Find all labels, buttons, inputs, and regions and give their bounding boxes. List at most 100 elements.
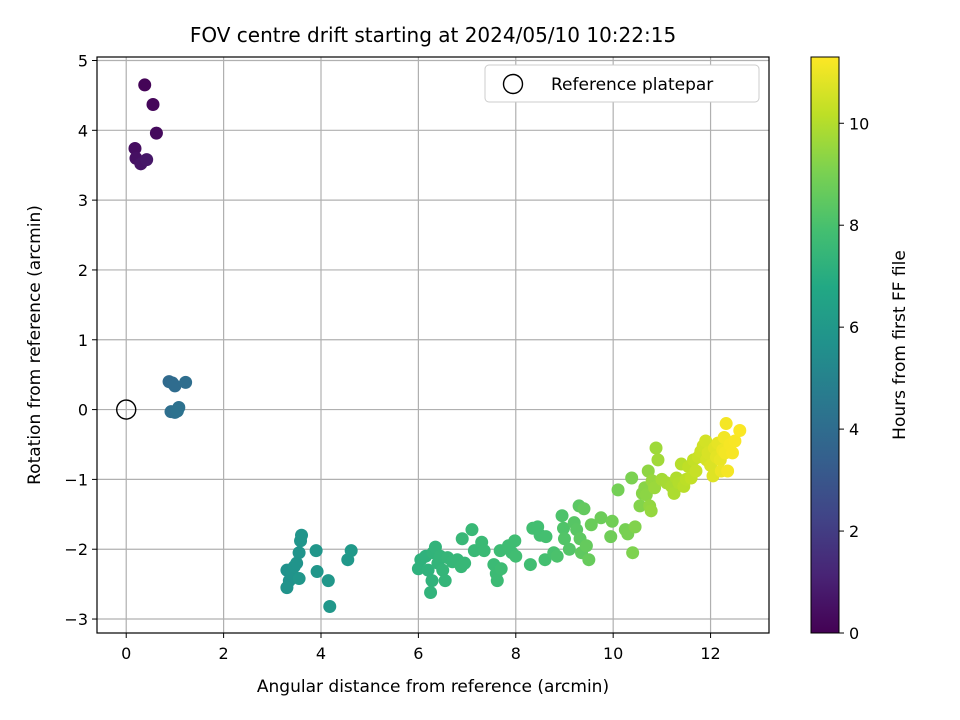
data-point <box>594 511 608 525</box>
data-point <box>140 153 154 167</box>
data-point <box>490 574 504 588</box>
data-point <box>309 544 323 558</box>
data-point <box>633 499 647 513</box>
y-tick-label: 4 <box>78 121 88 140</box>
data-point <box>465 523 479 537</box>
colorbar-tick-label: 6 <box>849 318 859 337</box>
grid-lines <box>97 57 769 633</box>
data-points <box>128 78 747 613</box>
x-tick-label: 4 <box>316 644 326 663</box>
data-point <box>509 549 523 563</box>
y-tick-label: 0 <box>78 401 88 420</box>
y-tick-label: −3 <box>64 610 88 629</box>
y-tick-label: −1 <box>64 470 88 489</box>
y-axis-label: Rotation from reference (arcmin) <box>25 205 45 485</box>
data-point <box>290 556 304 570</box>
data-point <box>179 375 193 389</box>
data-point <box>321 574 335 588</box>
data-point <box>625 471 639 485</box>
x-tick-label: 12 <box>700 644 720 663</box>
data-point <box>538 553 552 567</box>
plot-frame <box>96 56 770 634</box>
y-tick-label: −2 <box>64 540 88 559</box>
x-tick-label: 8 <box>511 644 521 663</box>
y-tick-label: 3 <box>78 191 88 210</box>
data-point <box>494 562 508 576</box>
data-point <box>605 514 619 528</box>
colorbar-tick-label: 0 <box>849 624 859 643</box>
x-tick-label: 0 <box>121 644 131 663</box>
data-point <box>344 544 358 558</box>
data-point <box>579 539 593 553</box>
y-tick-label: 1 <box>78 331 88 350</box>
data-point <box>467 544 481 558</box>
data-point <box>436 563 450 577</box>
data-point <box>539 530 553 544</box>
data-point <box>146 97 160 111</box>
data-point <box>667 486 681 500</box>
data-point <box>508 534 522 548</box>
data-point <box>721 464 735 478</box>
data-point <box>292 572 306 586</box>
data-point <box>292 546 306 560</box>
data-point <box>557 521 571 535</box>
data-point <box>550 549 564 563</box>
data-point <box>626 546 640 560</box>
colorbar <box>810 56 840 634</box>
data-point <box>421 563 435 577</box>
data-point <box>323 599 337 613</box>
data-point <box>733 424 747 438</box>
colorbar-tick-label: 10 <box>849 114 869 133</box>
data-point <box>562 542 576 556</box>
data-point <box>582 553 596 567</box>
data-point <box>649 441 663 455</box>
data-point <box>577 502 591 516</box>
legend-box <box>484 64 760 103</box>
data-point <box>128 141 142 155</box>
data-point <box>425 574 439 588</box>
data-point <box>557 532 571 546</box>
chart-title: FOV centre drift starting at 2024/05/10 … <box>190 23 676 47</box>
data-point <box>719 417 733 431</box>
data-point <box>728 434 742 448</box>
colorbar-tick-label: 2 <box>849 522 859 541</box>
x-axis-label: Angular distance from reference (arcmin) <box>257 677 609 697</box>
data-point <box>648 481 662 495</box>
reference-platepar-marker <box>116 399 137 420</box>
data-point <box>644 504 658 518</box>
x-tick-label: 6 <box>413 644 423 663</box>
legend-label-reference: Reference platepar <box>551 75 713 95</box>
y-tick-label: 5 <box>78 51 88 70</box>
data-point <box>699 434 713 448</box>
data-point <box>628 520 642 534</box>
data-point <box>149 126 163 140</box>
data-point <box>725 446 739 460</box>
legend: Reference platepar <box>484 64 760 103</box>
colorbar-label: Hours from first FF file <box>890 250 910 440</box>
data-point <box>689 464 703 478</box>
data-point <box>651 453 665 467</box>
x-tick-label: 10 <box>603 644 623 663</box>
data-point <box>424 586 438 600</box>
data-point <box>138 78 152 92</box>
data-point <box>584 518 598 532</box>
data-point <box>310 565 324 579</box>
data-point <box>170 404 184 418</box>
data-point <box>604 530 618 544</box>
y-axis-ticks: −3 −2 −1 0 1 2 3 4 5 <box>64 51 97 629</box>
colorbar-ticks: 0 2 4 6 8 10 <box>839 114 869 643</box>
data-point <box>477 544 491 558</box>
x-tick-label: 2 <box>219 644 229 663</box>
data-point <box>280 581 294 595</box>
colorbar-tick-label: 4 <box>849 420 859 439</box>
data-point <box>523 558 537 572</box>
data-point <box>641 464 655 478</box>
data-point <box>438 574 452 588</box>
data-point <box>458 556 472 570</box>
data-point <box>168 379 182 393</box>
colorbar-tick-label: 8 <box>849 216 859 235</box>
data-point <box>295 528 309 542</box>
data-point <box>555 509 569 523</box>
y-tick-label: 2 <box>78 261 88 280</box>
